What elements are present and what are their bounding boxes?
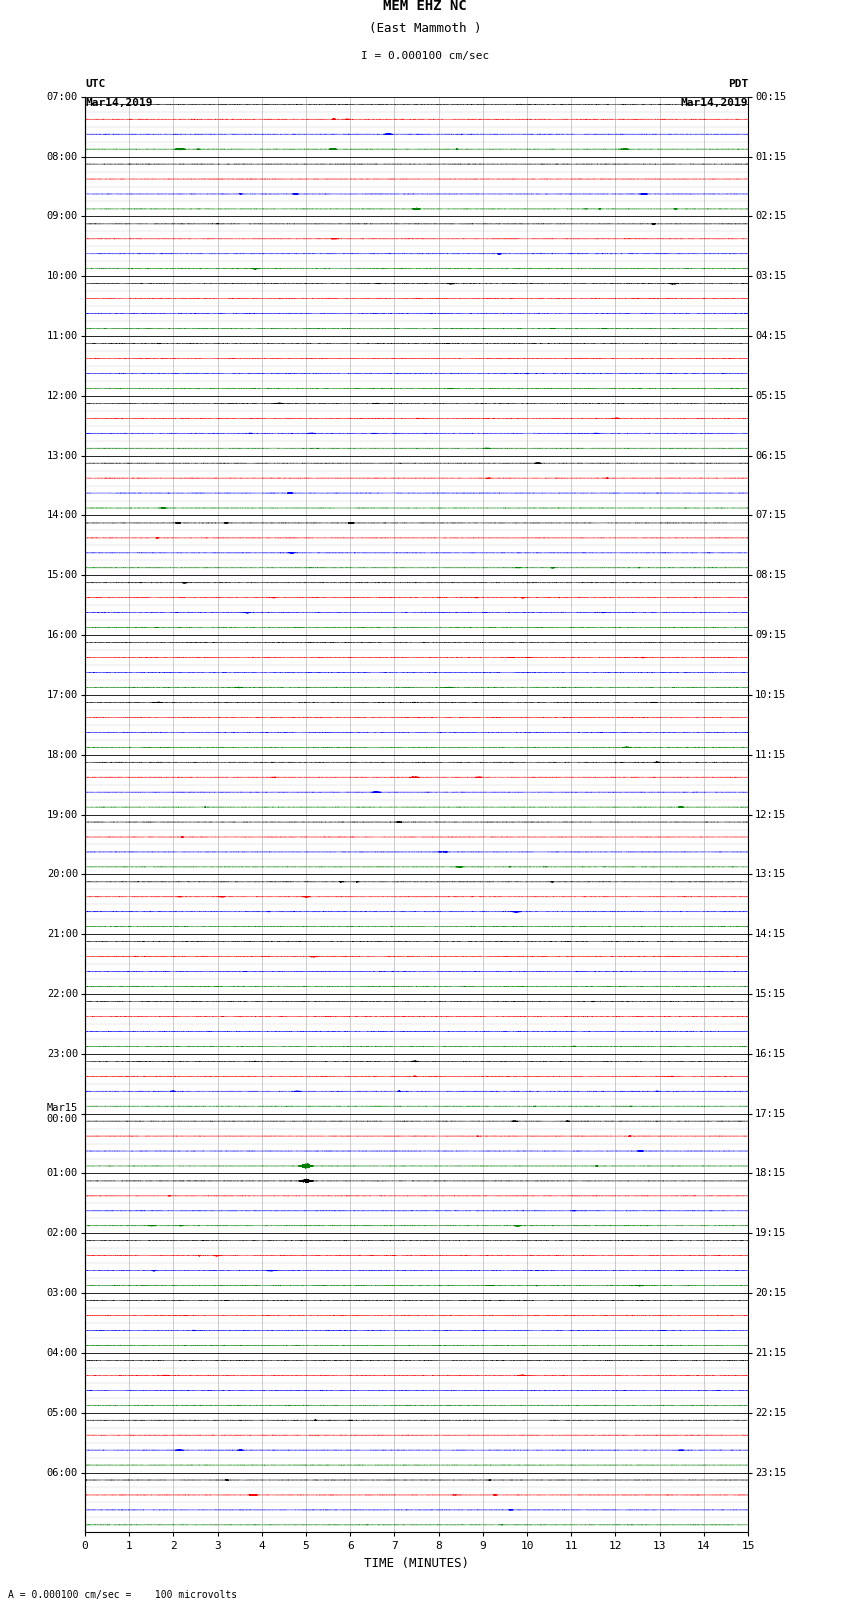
Text: PDT: PDT <box>728 79 748 89</box>
Text: Mar14,2019: Mar14,2019 <box>681 98 748 108</box>
Text: UTC: UTC <box>85 79 105 89</box>
Text: Mar14,2019: Mar14,2019 <box>85 98 152 108</box>
X-axis label: TIME (MINUTES): TIME (MINUTES) <box>364 1557 469 1569</box>
Text: A = 0.000100 cm/sec =    100 microvolts: A = 0.000100 cm/sec = 100 microvolts <box>8 1590 238 1600</box>
Text: (East Mammoth ): (East Mammoth ) <box>369 23 481 35</box>
Text: MEM EHZ NC: MEM EHZ NC <box>383 0 467 13</box>
Text: I = 0.000100 cm/sec: I = 0.000100 cm/sec <box>361 52 489 61</box>
